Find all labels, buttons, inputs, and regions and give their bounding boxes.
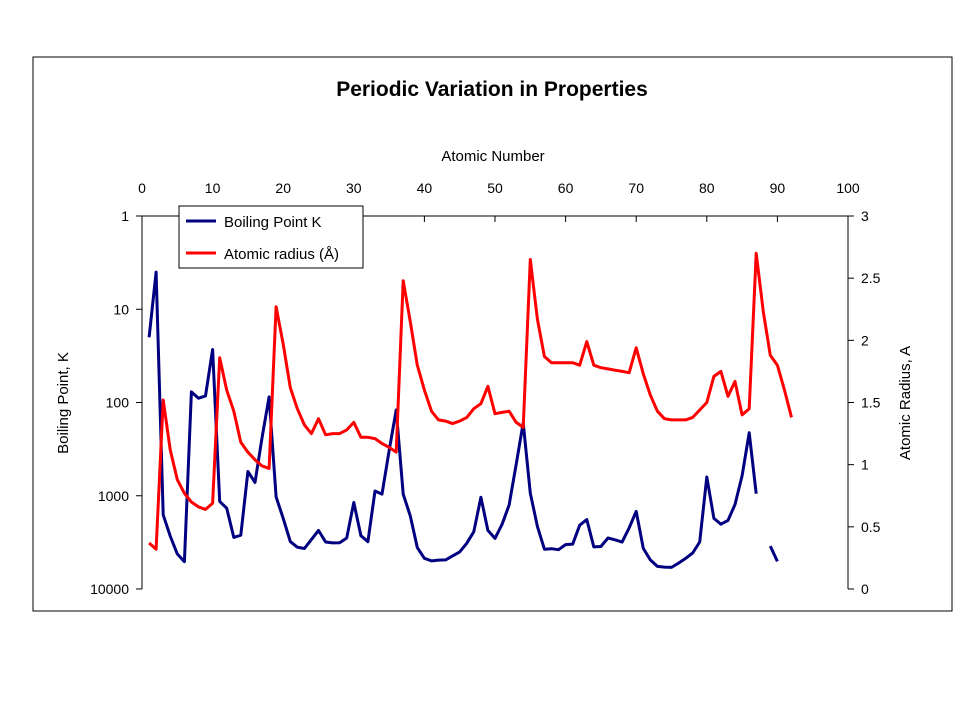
right-y-tick-label: 2.5	[861, 270, 881, 286]
right-y-tick-labels: 0 0.5 1 1.5 2 2.5 3	[861, 208, 881, 597]
x-tick-label: 100	[836, 180, 860, 196]
x-tick-label: 60	[558, 180, 574, 196]
left-y-axis-label: Boiling Point, K	[55, 352, 72, 454]
chart-area-border	[32, 56, 953, 612]
x-tick-label: 20	[275, 180, 291, 196]
x-tick-label: 50	[487, 180, 503, 196]
legend-label-boiling-point: Boiling Point K	[224, 214, 322, 231]
x-tick-label: 90	[770, 180, 786, 196]
series-line-boiling-point-segment-1	[147, 270, 758, 569]
right-y-tick-label: 0.5	[861, 519, 881, 535]
x-tick-label: 0	[138, 180, 146, 196]
left-y-tick-label: 1	[121, 208, 129, 224]
left-y-tick-label: 10	[113, 301, 129, 317]
right-y-tick-label: 1.5	[861, 395, 881, 411]
x-tick-label: 80	[699, 180, 715, 196]
left-y-tick-label: 1000	[98, 488, 129, 504]
x-tick-label: 40	[417, 180, 433, 196]
x-tick-labels: 0 10 20 30 40 50 60 70 80 90 100	[138, 180, 860, 196]
series-group	[147, 251, 793, 569]
chart-title: Periodic Variation in Properties	[336, 78, 648, 101]
legend-box	[178, 205, 364, 269]
right-y-tick-label: 2	[861, 332, 869, 348]
x-tick-label: 30	[346, 180, 362, 196]
left-y-tick-label: 100	[106, 395, 130, 411]
series-line-atomic-radius	[148, 251, 793, 551]
x-tick-label: 10	[205, 180, 221, 196]
left-y-tick-labels: 1 10 100 1000 10000	[90, 208, 129, 597]
legend-label-atomic-radius: Atomic radius (Å)	[224, 246, 339, 263]
x-axis-label: Atomic Number	[441, 148, 544, 165]
series-line-boiling-point-segment-2	[768, 545, 779, 563]
right-y-tick-label: 0	[861, 581, 869, 597]
right-y-axis-label: Atomic Radius, A	[897, 346, 914, 460]
right-y-tick-label: 1	[861, 457, 869, 473]
x-tick-label: 70	[628, 180, 644, 196]
legend: Boiling Point K Atomic radius (Å)	[178, 205, 364, 269]
left-y-tick-label: 10000	[90, 581, 129, 597]
right-y-tick-label: 3	[861, 208, 869, 224]
